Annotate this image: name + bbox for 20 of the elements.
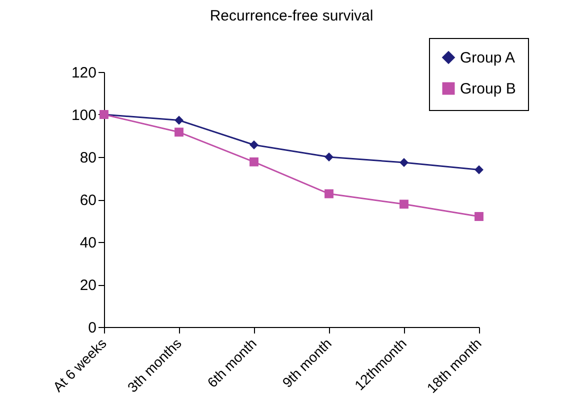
point bbox=[250, 140, 258, 150]
point bbox=[324, 189, 334, 198]
legend-label: Group A bbox=[460, 50, 516, 66]
point bbox=[400, 158, 408, 167]
y-tick-label: 20 bbox=[80, 277, 96, 294]
y-tick-label: 100 bbox=[71, 107, 96, 124]
point bbox=[474, 165, 484, 174]
point bbox=[250, 157, 258, 166]
legend-label: Group B bbox=[460, 80, 516, 98]
y-tick-label: 40 bbox=[80, 234, 96, 252]
y-tick-label: 0 bbox=[88, 320, 96, 336]
y-tick-label: 60 bbox=[80, 192, 96, 209]
point bbox=[400, 200, 408, 209]
point bbox=[474, 212, 484, 221]
point bbox=[324, 152, 334, 162]
y-tick-label: 80 bbox=[80, 150, 96, 166]
point bbox=[174, 128, 184, 137]
y-tick-label: 120 bbox=[71, 64, 96, 82]
point bbox=[174, 116, 184, 125]
chart-title: Recurrence-free survival bbox=[210, 8, 374, 24]
